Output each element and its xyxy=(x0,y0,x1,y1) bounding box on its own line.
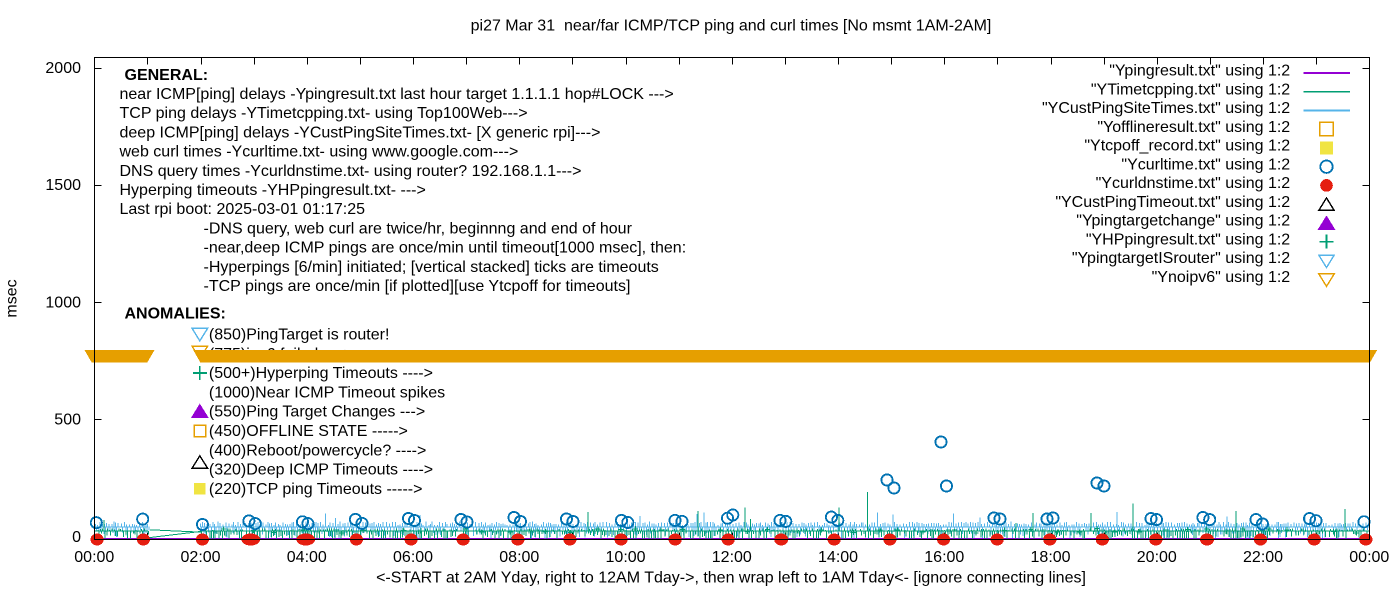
svg-text:1500: 1500 xyxy=(45,177,81,194)
svg-text:near ICMP[ping] delays -Ypingr: near ICMP[ping] delays -Ypingresult.txt … xyxy=(120,86,674,103)
svg-text:"Ycurldnstime.txt" using 1:2: "Ycurldnstime.txt" using 1:2 xyxy=(1096,175,1291,192)
svg-text:(400)Reboot/powercycle? ---->: (400)Reboot/powercycle? ----> xyxy=(209,442,426,459)
svg-text:"YHPpingresult.txt" using 1:2: "YHPpingresult.txt" using 1:2 xyxy=(1086,231,1290,248)
svg-text:"Yofflineresult.txt" using 1:2: "Yofflineresult.txt" using 1:2 xyxy=(1097,119,1290,136)
svg-text:<-START at 2AM Yday, right to: <-START at 2AM Yday, right to 12AM Tday-… xyxy=(376,570,1086,587)
svg-text:00:00: 00:00 xyxy=(74,549,114,566)
svg-text:"Ynoipv6" using 1:2: "Ynoipv6" using 1:2 xyxy=(1152,269,1291,286)
svg-text:-near,deep ICMP pings are once: -near,deep ICMP pings are once/min until… xyxy=(204,240,687,257)
svg-text:GENERAL:: GENERAL: xyxy=(125,67,209,84)
svg-text:02:00: 02:00 xyxy=(181,549,221,566)
svg-text:20:00: 20:00 xyxy=(1137,549,1177,566)
svg-text:deep ICMP[ping] delays -YCustP: deep ICMP[ping] delays -YCustPingSiteTim… xyxy=(120,124,601,141)
svg-text:(500+)Hyperping Timeouts ---->: (500+)Hyperping Timeouts ----> xyxy=(209,365,433,382)
svg-text:-Hyperpings [6/min] initiated;: -Hyperpings [6/min] initiated; [vertical… xyxy=(204,259,659,276)
svg-text:"Ycurltime.txt" using 1:2: "Ycurltime.txt" using 1:2 xyxy=(1121,156,1290,173)
svg-text:2000: 2000 xyxy=(45,60,81,77)
svg-text:pi27 Mar 31 near/far ICMP/TCP: pi27 Mar 31 near/far ICMP/TCP ping and c… xyxy=(471,18,992,35)
svg-text:(550)Ping Target Changes --->: (550)Ping Target Changes ---> xyxy=(209,404,425,421)
svg-text:18:00: 18:00 xyxy=(1031,549,1071,566)
svg-text:"YpingtargetISrouter" using 1:: "YpingtargetISrouter" using 1:2 xyxy=(1072,250,1290,267)
svg-text:"Ypingresult.txt" using 1:2: "Ypingresult.txt" using 1:2 xyxy=(1109,63,1290,80)
svg-text:-TCP pings are once/min [if pl: -TCP pings are once/min [if plotted][use… xyxy=(204,278,631,295)
svg-text:(450)OFFLINE STATE ----->: (450)OFFLINE STATE -----> xyxy=(209,423,408,440)
svg-text:14:00: 14:00 xyxy=(818,549,858,566)
svg-text:"YCustPingTimeout.txt" using 1: "YCustPingTimeout.txt" using 1:2 xyxy=(1055,194,1290,211)
svg-text:(850)PingTarget is router!: (850)PingTarget is router! xyxy=(209,327,390,344)
svg-text:00:00: 00:00 xyxy=(1349,549,1389,566)
svg-text:(320)Deep ICMP Timeouts ---->: (320)Deep ICMP Timeouts ----> xyxy=(209,462,433,479)
svg-text:TCP ping delays -YTimetcpping.: TCP ping delays -YTimetcpping.txt- using… xyxy=(120,105,528,122)
svg-text:1000: 1000 xyxy=(45,294,81,311)
svg-text:-DNS query, web curl are twice: -DNS query, web curl are twice/hr, begin… xyxy=(204,220,633,237)
svg-text:22:00: 22:00 xyxy=(1243,549,1283,566)
svg-text:(220)TCP ping Timeouts ----->: (220)TCP ping Timeouts -----> xyxy=(209,481,423,498)
svg-text:16:00: 16:00 xyxy=(924,549,964,566)
svg-text:ANOMALIES:: ANOMALIES: xyxy=(125,306,226,323)
svg-text:DNS query times -Ycurldnstime.: DNS query times -Ycurldnstime.txt- using… xyxy=(120,163,582,180)
svg-text:msec: msec xyxy=(4,279,21,317)
svg-text:06:00: 06:00 xyxy=(393,549,433,566)
svg-text:web curl times -Ycurltime.txt-: web curl times -Ycurltime.txt- using www… xyxy=(119,144,519,161)
svg-text:04:00: 04:00 xyxy=(287,549,327,566)
svg-text:10:00: 10:00 xyxy=(606,549,646,566)
svg-text:08:00: 08:00 xyxy=(499,549,539,566)
svg-text:0: 0 xyxy=(72,529,81,546)
svg-text:"Ypingtargetchange" using 1:2: "Ypingtargetchange" using 1:2 xyxy=(1076,213,1290,230)
svg-text:Hyperping timeouts -YHPpingres: Hyperping timeouts -YHPpingresult.txt- -… xyxy=(120,182,426,199)
svg-text:12:00: 12:00 xyxy=(712,549,752,566)
svg-text:"Ytcpoff_record.txt" using 1:2: "Ytcpoff_record.txt" using 1:2 xyxy=(1084,138,1290,155)
svg-text:(1000)Near ICMP Timeout spikes: (1000)Near ICMP Timeout spikes xyxy=(209,384,445,401)
svg-text:500: 500 xyxy=(54,412,81,429)
svg-text:"YCustPingSiteTimes.txt" using: "YCustPingSiteTimes.txt" using 1:2 xyxy=(1042,100,1290,117)
svg-text:Last rpi boot: 2025-03-01 01:1: Last rpi boot: 2025-03-01 01:17:25 xyxy=(120,201,366,218)
svg-text:"YTimetcpping.txt" using 1:2: "YTimetcpping.txt" using 1:2 xyxy=(1091,81,1290,98)
